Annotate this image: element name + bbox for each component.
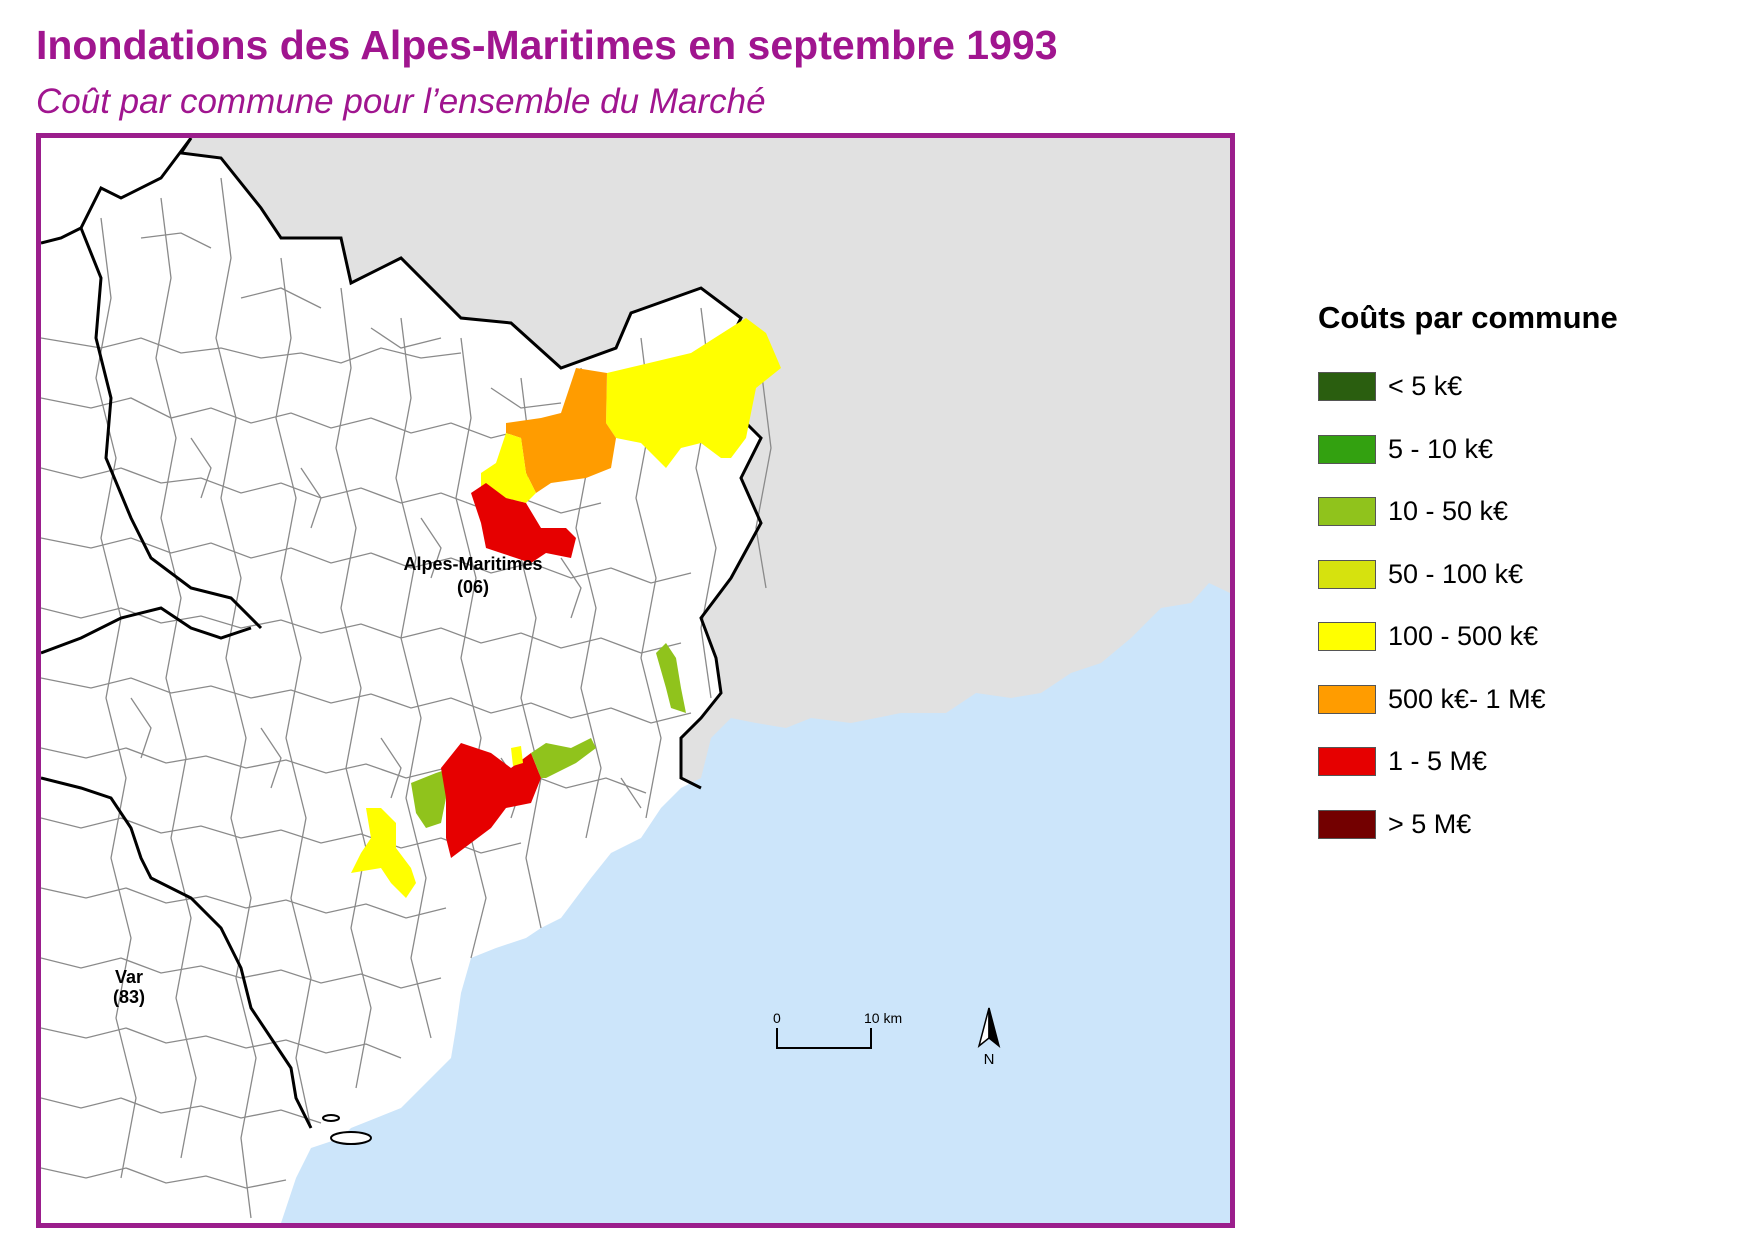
legend-label: 100 - 500 k€ — [1388, 621, 1539, 651]
map-subtitle: Coût par commune pour l’ensemble du Marc… — [36, 82, 766, 121]
commune-cost-10-50k-east — [656, 643, 686, 713]
scale-bar: 0 10 km — [773, 1010, 902, 1049]
legend-swatch — [1318, 559, 1376, 589]
department-label-name: Alpes-Maritimes — [403, 554, 542, 574]
legend: Coûts par commune < 5 k€ 5 - 10 k€ 10 - … — [1318, 300, 1738, 872]
legend-swatch — [1318, 809, 1376, 839]
legend-label: 50 - 100 k€ — [1388, 558, 1524, 589]
neighbor-label-name: Var — [115, 967, 143, 987]
scale-bar-start: 0 — [773, 1010, 781, 1026]
department-boundaries — [41, 138, 763, 1129]
map-canvas: Alpes-Maritimes (06) Var (83) 0 10 km N — [41, 138, 1230, 1223]
legend-item: 100 - 500 k€ — [1318, 622, 1738, 685]
legend-swatch — [1318, 497, 1376, 526]
commune-cost-10-50k-central — [531, 738, 596, 778]
north-arrow-icon: N — [977, 1007, 1001, 1068]
map-frame: Alpes-Maritimes (06) Var (83) 0 10 km N — [36, 133, 1235, 1228]
commune-cost-500k-1m — [506, 368, 616, 493]
legend-swatch — [1318, 434, 1376, 464]
cost-communes — [351, 318, 781, 898]
legend-item: > 5 M€ — [1318, 808, 1738, 873]
island-large — [330, 1131, 372, 1145]
legend-label: 5 - 10 k€ — [1388, 433, 1494, 464]
map-title: Inondations des Alpes-Maritimes en septe… — [36, 22, 1058, 68]
commune-boundaries — [41, 177, 772, 1219]
commune-cost-1-5m-south — [441, 743, 541, 858]
foreign-territory — [181, 138, 1230, 858]
sea — [281, 583, 1230, 1223]
legend-label: > 5 M€ — [1388, 808, 1472, 839]
commune-cost-1-5m-north — [471, 483, 576, 563]
legend-item: 500 k€- 1 M€ — [1318, 683, 1738, 748]
neighbor-label-code: (83) — [113, 987, 145, 1007]
department-label-code: (06) — [457, 577, 489, 597]
legend-swatch — [1318, 372, 1376, 401]
legend-label: 10 - 50 k€ — [1388, 496, 1509, 526]
legend-swatch — [1318, 622, 1376, 651]
legend-item: 5 - 10 k€ — [1318, 433, 1738, 498]
commune-cost-10-50k-west — [411, 768, 451, 828]
commune-cost-100-500k-tiny — [511, 746, 523, 766]
legend-title: Coûts par commune — [1318, 300, 1618, 335]
legend-swatch — [1318, 684, 1376, 714]
legend-label: < 5 k€ — [1388, 371, 1463, 401]
scale-bar-end: 10 km — [864, 1010, 902, 1026]
commune-cost-100-500k-north — [606, 318, 781, 468]
legend-label: 500 k€- 1 M€ — [1388, 683, 1546, 714]
legend-item: 1 - 5 M€ — [1318, 747, 1738, 810]
commune-cost-100-500k-small — [481, 433, 536, 503]
legend-item: 50 - 100 k€ — [1318, 558, 1738, 623]
legend-item: 10 - 50 k€ — [1318, 497, 1738, 560]
legend-item: < 5 k€ — [1318, 372, 1738, 435]
legend-label: 1 - 5 M€ — [1388, 746, 1488, 776]
legend-swatch — [1318, 747, 1376, 776]
commune-cost-100-500k-southwest — [351, 808, 416, 898]
island-small — [322, 1114, 340, 1122]
north-arrow-label: N — [984, 1051, 995, 1068]
